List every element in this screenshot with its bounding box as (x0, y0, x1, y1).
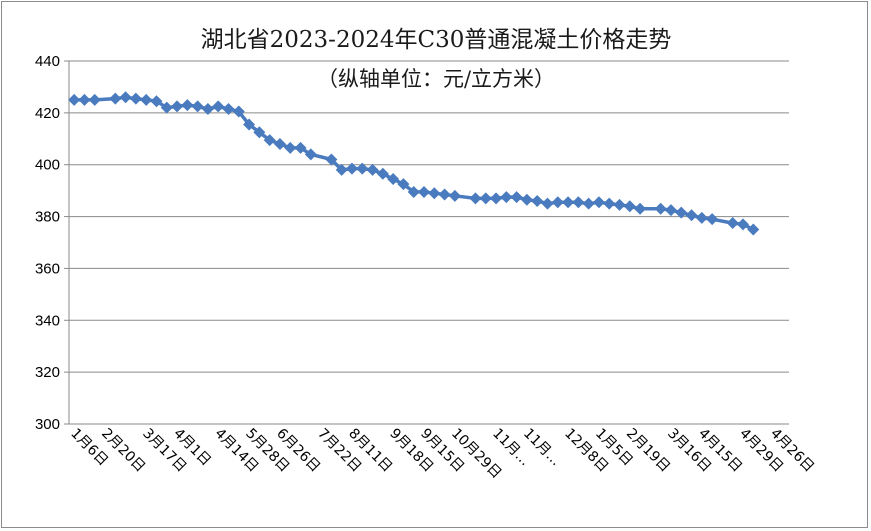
data-point (181, 99, 194, 112)
y-tick-label: 340 (35, 312, 60, 329)
data-point (109, 92, 122, 105)
data-point (222, 102, 235, 115)
y-tick-label: 440 (35, 53, 60, 70)
data-point (171, 100, 184, 113)
data-point (520, 193, 533, 206)
data-point (592, 196, 605, 209)
data-point (284, 141, 297, 154)
data-point (623, 200, 636, 213)
data-point (232, 105, 245, 118)
data-point (562, 196, 575, 209)
x-tick-label: 2月20日 (98, 426, 148, 476)
x-tick-label: 2月19日 (623, 426, 673, 476)
data-point (603, 197, 616, 210)
y-tick-label: 360 (35, 260, 60, 277)
data-point (438, 188, 451, 201)
data-point (366, 163, 379, 176)
data-point (490, 192, 503, 205)
data-point (243, 118, 256, 131)
data-point (582, 197, 595, 210)
chart-title: 湖北省2023-2024年C30普通混凝土价格走势 (201, 27, 672, 53)
y-tick-label: 380 (35, 209, 60, 226)
data-point (531, 195, 544, 208)
data-point (654, 202, 667, 215)
data-point (572, 196, 585, 209)
data-point (706, 213, 719, 226)
data-point (664, 204, 677, 217)
series-price (68, 91, 760, 236)
data-point (685, 209, 698, 222)
data-point (695, 211, 708, 224)
data-point (356, 162, 369, 175)
data-point (675, 206, 688, 219)
data-point (150, 95, 163, 108)
data-point (469, 192, 482, 205)
data-point (747, 223, 760, 236)
series-line (74, 95, 755, 232)
data-point (479, 192, 492, 205)
data-point (541, 197, 554, 210)
data-point (88, 93, 101, 106)
data-point (212, 100, 225, 113)
data-point (263, 134, 276, 147)
data-point (273, 137, 286, 150)
data-point (140, 93, 153, 106)
data-point (613, 198, 626, 211)
y-tick-label: 320 (35, 364, 60, 381)
y-tick-label: 420 (35, 105, 60, 122)
y-tick-label: 400 (35, 157, 60, 174)
data-point (726, 217, 739, 230)
data-point (129, 92, 142, 105)
data-point (448, 189, 461, 202)
y-axis-tick-labels: 300 320 340 360 380 400 420 440 (35, 53, 60, 433)
data-point (634, 202, 647, 215)
data-point (335, 163, 348, 176)
gridlines (69, 60, 789, 425)
data-point (304, 148, 317, 161)
data-point (418, 185, 430, 198)
data-point (294, 141, 307, 154)
data-point (736, 218, 749, 231)
data-point (407, 185, 420, 198)
axes (64, 60, 789, 425)
data-point (68, 93, 81, 106)
data-point (376, 167, 389, 180)
y-tick-label: 300 (35, 416, 60, 433)
data-point (160, 101, 173, 114)
data-point (191, 100, 204, 113)
data-point (78, 93, 91, 106)
data-point (387, 172, 400, 185)
data-point (345, 162, 358, 175)
data-point (500, 191, 513, 204)
data-point (551, 196, 564, 209)
chart-subtitle: （纵轴单位：元/立方米） (317, 67, 555, 91)
data-point (428, 187, 441, 200)
data-point (325, 153, 338, 166)
data-point (201, 102, 214, 115)
x-axis-tick-labels: 1月6日2月20日3月17日4月1日4月14日5月28日6月26日7月22日8月… (67, 426, 817, 482)
data-point (397, 178, 410, 191)
data-point (510, 191, 523, 204)
data-point (119, 91, 132, 104)
